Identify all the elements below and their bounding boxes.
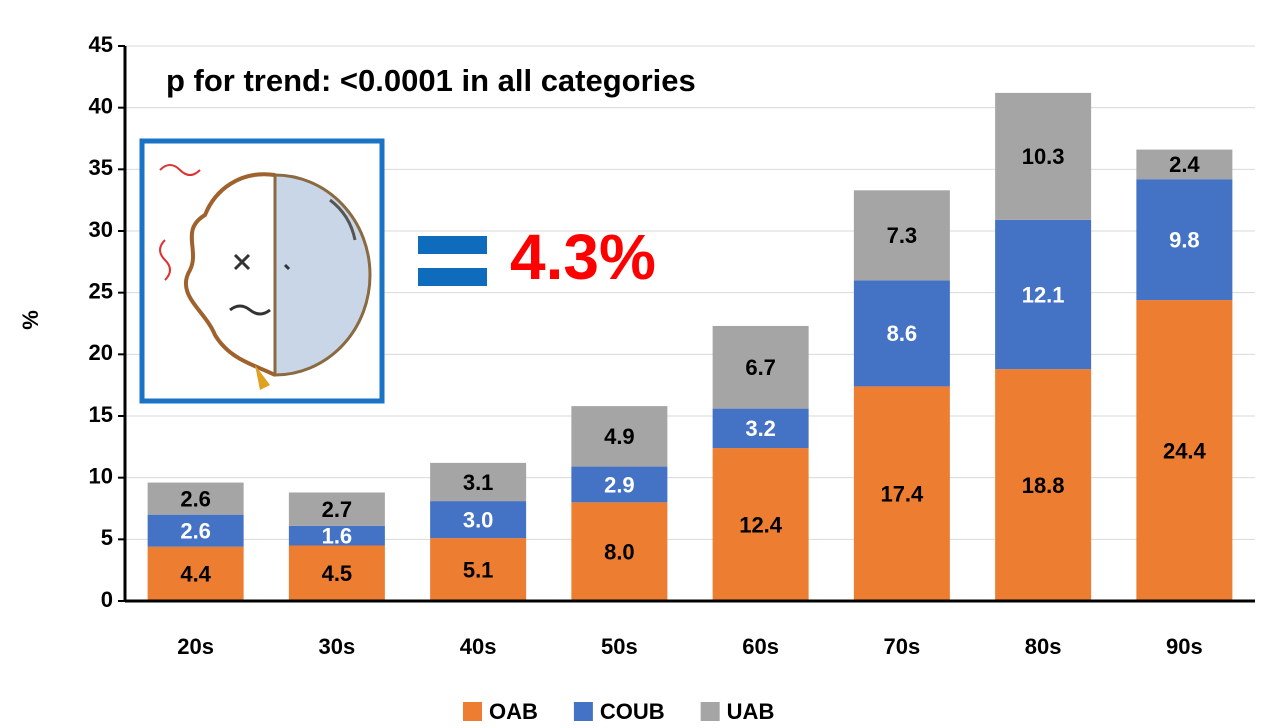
y-tick-label: 10: [89, 463, 113, 488]
data-label: 10.3: [1022, 144, 1065, 169]
y-tick-label: 25: [89, 278, 113, 303]
data-label: 3.1: [463, 470, 494, 495]
annotation: p for trend: <0.0001 in all categories: [166, 63, 696, 98]
y-tick-label: 5: [101, 525, 113, 550]
x-tick-label: 50s: [601, 634, 638, 659]
equals-bar: [418, 268, 487, 286]
y-tick-label: 35: [89, 155, 113, 180]
data-label: 2.4: [1169, 152, 1200, 177]
data-label: 4.5: [322, 561, 353, 586]
y-tick-label: 30: [89, 217, 113, 242]
data-label: 2.9: [604, 472, 635, 497]
legend-swatch: [463, 702, 482, 721]
x-tick-label: 40s: [460, 634, 497, 659]
data-label: 18.8: [1022, 473, 1065, 498]
y-tick-label: 20: [89, 340, 113, 365]
data-label: 24.4: [1163, 438, 1207, 463]
legend-label: UAB: [727, 699, 775, 724]
data-label: 2.6: [180, 519, 211, 544]
data-label: 2.6: [180, 486, 211, 511]
data-label: 12.1: [1022, 282, 1065, 307]
data-label: 6.7: [745, 355, 776, 380]
x-tick-label: 20s: [177, 634, 214, 659]
data-label: 4.9: [604, 424, 635, 449]
x-tick-label: 80s: [1025, 634, 1062, 659]
y-tick-label: 40: [89, 93, 113, 118]
data-label: 7.3: [887, 223, 918, 248]
legend-swatch: [701, 702, 720, 721]
equals-bar: [418, 236, 487, 254]
data-label: 8.6: [887, 321, 918, 346]
x-tick-label: 70s: [884, 634, 921, 659]
chart: 0 5 10 15 20 25 30 35 40 45 4.4 2.6 2.6 20s 4.5 1.62.7 3…: [0, 0, 1267, 728]
y-axis-label: %: [18, 310, 43, 330]
data-label: 4.4: [180, 562, 211, 587]
data-label: 3.2: [745, 416, 776, 441]
legend-swatch: [574, 702, 593, 721]
data-label: 9.8: [1169, 227, 1200, 252]
data-label: 3.0: [463, 507, 494, 532]
data-label: 5.1: [463, 557, 494, 582]
y-tick-label: 45: [89, 32, 113, 57]
annotation: 4.3%: [510, 221, 656, 293]
data-label: 12.4: [739, 512, 783, 537]
data-label: 17.4: [880, 482, 924, 507]
x-tick-label: 30s: [319, 634, 356, 659]
legend-label: COUB: [600, 699, 665, 724]
legend-label: OAB: [489, 699, 538, 724]
y-tick-label: 15: [89, 402, 113, 427]
x-tick-label: 90s: [1166, 634, 1203, 659]
data-label: 8.0: [604, 539, 635, 564]
y-tick-label: 0: [101, 587, 113, 612]
data-label: 2.7: [322, 497, 353, 522]
illustration: [142, 141, 382, 401]
x-tick-label: 60s: [742, 634, 779, 659]
data-label: 1.6: [322, 523, 353, 548]
